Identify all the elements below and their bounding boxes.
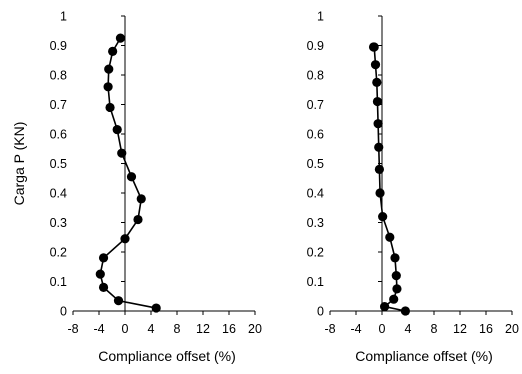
left-chart-panel: 0 0.1 0.2 0.3 0.4 0.5 0.6 0.7 0.8 0.9 1 -8 -4 0 4 8 12 16…: [11, 10, 262, 365]
y-tick-label: 0.6: [307, 128, 324, 142]
data-point: [133, 214, 143, 225]
data-point: [370, 60, 381, 70]
y-tick-label: 0.9: [50, 39, 67, 53]
data-point: [151, 303, 161, 313]
x-tick-label: 8: [174, 322, 181, 336]
y-tick-label: 0.8: [50, 69, 67, 83]
data-point: [374, 142, 384, 152]
y-tick-label: 0.5: [50, 157, 67, 171]
data-point: [108, 46, 118, 57]
x-tick-label: 0: [379, 322, 386, 336]
y-axis-title: Carga P (KN): [11, 122, 27, 206]
y-tick-label: 0.1: [307, 275, 324, 289]
y-tick-label: 0.2: [307, 246, 324, 260]
x-tick-label: 16: [479, 322, 493, 336]
y-tick-label: 0.8: [307, 69, 324, 83]
y-tick-label: 0.9: [307, 39, 324, 53]
data-point: [372, 77, 382, 87]
x-tick-label: 4: [148, 322, 155, 336]
y-tick-label: 0.3: [307, 216, 324, 230]
data-point: [105, 102, 115, 113]
y-tick-label: 0.4: [50, 187, 67, 201]
data-point: [103, 82, 113, 92]
y-tick-label: 0.1: [50, 275, 67, 289]
y-tick-label: 0.6: [50, 128, 67, 142]
x-tick-label: -4: [93, 322, 104, 336]
data-point: [375, 188, 385, 198]
data-point: [95, 269, 105, 279]
x-tick-label: -8: [324, 322, 335, 336]
y-tick-label: 0.3: [50, 216, 67, 230]
x-tick-label: 20: [248, 322, 262, 336]
y-tick-label: 1: [317, 10, 324, 24]
series-line: [99, 37, 157, 309]
data-point: [373, 119, 383, 129]
y-tick-label: 0.2: [50, 246, 67, 260]
y-tick-label: 0.4: [307, 187, 324, 201]
data-point: [400, 306, 410, 316]
data-point: [392, 284, 402, 294]
x-tick-label: 12: [453, 322, 467, 336]
x-tick-label: 4: [405, 322, 412, 336]
data-point: [368, 42, 379, 52]
x-tick-label: 0: [122, 322, 129, 336]
x-tick-label: -8: [67, 322, 78, 336]
y-tick-label: 0.7: [50, 98, 67, 112]
x-tick-label: 20: [505, 322, 519, 336]
x-tick-label: -4: [350, 322, 361, 336]
data-point: [389, 294, 399, 304]
data-point: [385, 232, 395, 242]
y-tick-label: 1: [60, 10, 67, 24]
x-axis-title: Compliance offset (%): [98, 348, 235, 364]
right-chart-panel: 0 0.1 0.2 0.3 0.4 0.5 0.6 0.7 0.8 0.9 1 -8 -4 0 4 8 12 16…: [307, 10, 519, 365]
data-point: [136, 194, 146, 204]
data-point: [126, 172, 137, 182]
data-point: [391, 271, 401, 281]
x-axis-title: Compliance offset (%): [355, 348, 492, 364]
data-point: [112, 124, 122, 135]
y-tick-label: 0.5: [307, 157, 324, 171]
x-tick-label: 16: [222, 322, 236, 336]
data-point: [374, 164, 384, 174]
x-tick-label: 8: [431, 322, 438, 336]
data-point: [120, 234, 130, 244]
y-tick-label: 0: [317, 305, 324, 319]
data-point: [380, 301, 390, 312]
data-point: [98, 282, 109, 292]
data-point: [104, 64, 114, 74]
y-tick-label: 0.7: [307, 98, 324, 112]
y-tick-label: 0: [60, 305, 67, 319]
x-tick-label: 12: [196, 322, 210, 336]
data-point: [378, 212, 388, 222]
data-point: [372, 96, 383, 107]
data-point: [117, 148, 127, 158]
data-point: [98, 253, 109, 263]
data-point: [113, 296, 124, 306]
data-point: [115, 33, 126, 43]
data-point: [390, 253, 400, 263]
